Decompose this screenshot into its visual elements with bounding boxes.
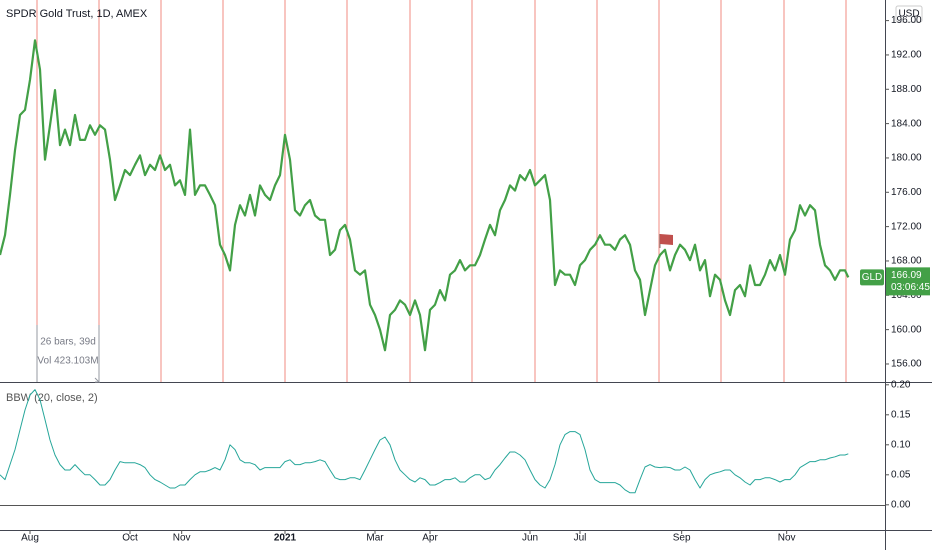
y-tick-label: 160.00 bbox=[891, 324, 922, 335]
y-tick-label: 168.00 bbox=[891, 256, 922, 267]
y2-tick-label: 0.00 bbox=[891, 499, 911, 510]
x-tick-label: Nov bbox=[778, 533, 796, 544]
flag-cloth bbox=[660, 234, 673, 245]
currency: USD bbox=[898, 9, 919, 20]
y2-tick-label: 0.15 bbox=[891, 409, 911, 420]
y-tick-label: 184.00 bbox=[891, 118, 922, 129]
currency-box bbox=[895, 5, 923, 23]
series-line bbox=[0, 39, 850, 352]
measure-arrow bbox=[94, 377, 101, 383]
last-price: 166.09 bbox=[891, 270, 922, 281]
x-tick-label: Apr bbox=[422, 533, 438, 544]
x-tick-label: Nov bbox=[173, 533, 191, 544]
y-tick-label: 164.00 bbox=[891, 290, 922, 301]
x-tick-label: Oct bbox=[122, 533, 138, 544]
y-tick-label: 192.00 bbox=[891, 50, 922, 61]
measure: 26 bars, 39d Vol 423.103M bbox=[36, 325, 101, 383]
y-tick-label: 180.00 bbox=[891, 153, 922, 164]
series-line bbox=[0, 389, 849, 494]
y2-tick-label: 0.05 bbox=[891, 469, 911, 480]
session-lines bbox=[36, 0, 847, 382]
x-tick-label: Aug bbox=[21, 533, 39, 544]
y-tick-label: 176.00 bbox=[891, 187, 922, 198]
x-tick-label: Sep bbox=[673, 533, 691, 544]
countdown: 03:06:45 bbox=[891, 282, 930, 293]
y-tick-label: 172.00 bbox=[891, 221, 922, 232]
y-tick-label: 196.00 bbox=[891, 15, 922, 26]
flag bbox=[659, 234, 673, 248]
y-tick-label: 156.00 bbox=[891, 359, 922, 370]
x-tick-label: Jun bbox=[522, 533, 538, 544]
series-name: GLD bbox=[862, 272, 883, 283]
series-tag bbox=[860, 269, 884, 286]
indicator-legend: BBW (20, close, 2) bbox=[6, 392, 98, 404]
chart-title: SPDR Gold Trust, 1D, AMEX bbox=[6, 8, 148, 20]
x-tick-label: 2021 bbox=[274, 533, 297, 544]
price-tag bbox=[886, 267, 930, 296]
y2-tick-label: 0.10 bbox=[891, 439, 911, 450]
x-tick-label: Mar bbox=[366, 533, 384, 544]
y2-tick-label: 0.20 bbox=[891, 379, 911, 390]
y-tick-label: 188.00 bbox=[891, 84, 922, 95]
measure-bars: 26 bars, 39d bbox=[40, 337, 96, 348]
measure-volume: Vol 423.103M bbox=[37, 356, 98, 367]
x-tick-label: Jul bbox=[574, 533, 587, 544]
